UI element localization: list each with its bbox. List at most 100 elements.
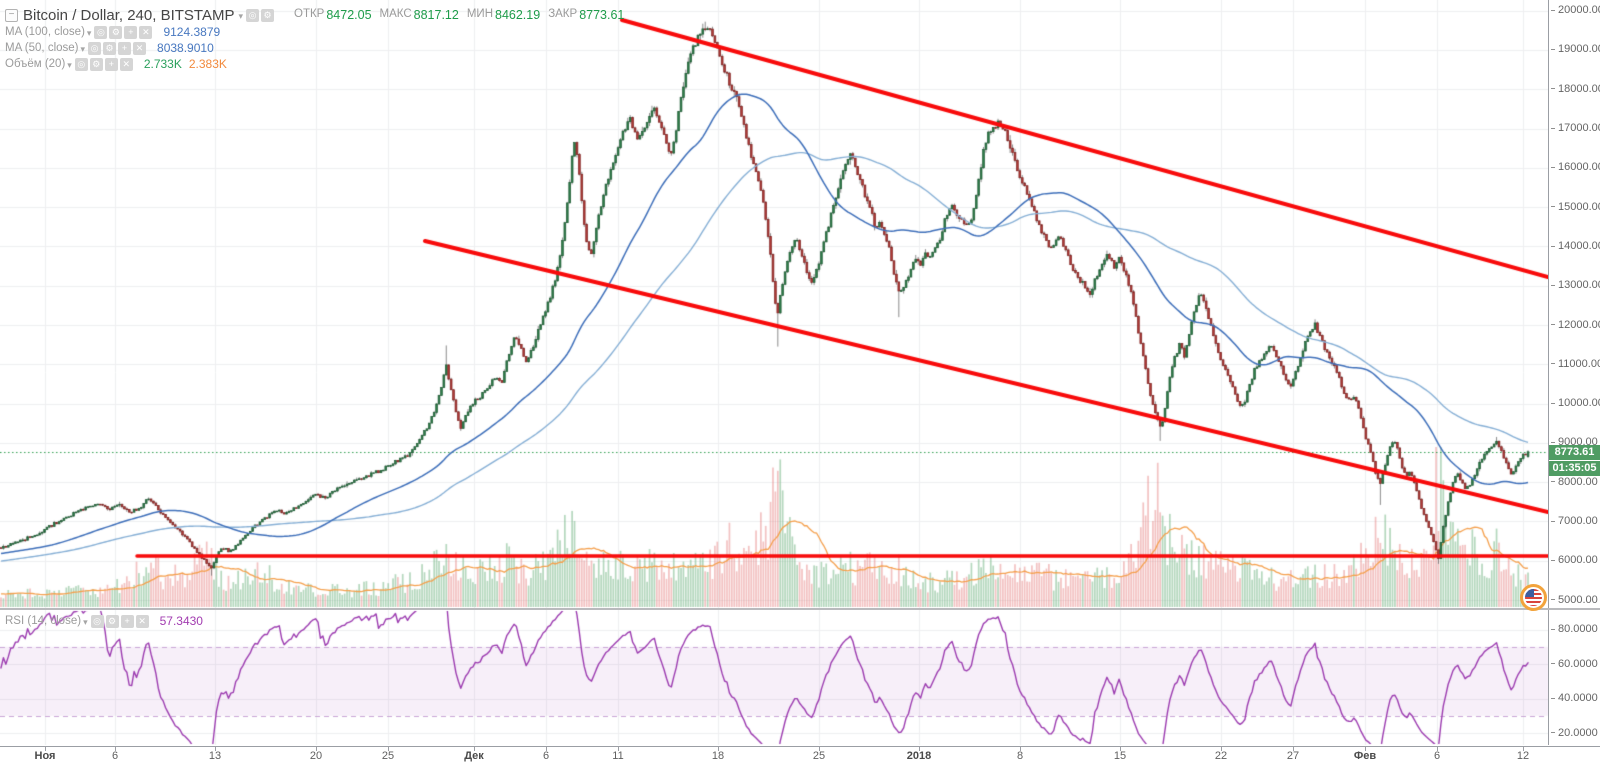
price-axis-border <box>1548 0 1549 745</box>
source-code-icon[interactable]: ◎ <box>88 41 102 55</box>
time-axis-tick <box>388 747 389 751</box>
rsi-axis-label: 60.0000 <box>1551 658 1598 670</box>
source-code-icon[interactable]: ◎ <box>74 57 88 71</box>
close-icon[interactable]: ✕ <box>135 614 149 628</box>
time-axis-tick <box>919 747 920 751</box>
collapse-pane-icon[interactable]: − <box>5 8 18 22</box>
time-axis-label: 22 <box>1214 750 1228 762</box>
chart-plot-area[interactable] <box>0 0 1548 745</box>
price-axis-label: 19000.00 <box>1551 43 1600 55</box>
gear-icon[interactable]: ⚙ <box>103 41 117 55</box>
gear-icon[interactable]: ⚙ <box>89 57 103 71</box>
ma50-label: MA (50, close) <box>5 42 79 54</box>
time-axis-label: 6 <box>111 750 119 762</box>
time-axis-tick <box>1293 747 1294 751</box>
close-label: ЗАКР <box>548 8 578 20</box>
usa-flag-icon <box>1525 589 1542 606</box>
rsi-axis-label: 40.0000 <box>1551 692 1598 704</box>
ma50-value: 8038.9010 <box>157 41 214 55</box>
rsi-label: RSI (14, close) <box>5 615 82 627</box>
chevron-down-icon[interactable]: ▾ <box>86 27 92 38</box>
source-code-icon[interactable]: ◎ <box>90 614 104 628</box>
time-axis-tick <box>618 747 619 751</box>
close-icon[interactable]: ✕ <box>139 25 153 39</box>
price-axis-label: 17000.00 <box>1551 122 1600 134</box>
time-axis-tick <box>1437 747 1438 751</box>
time-axis-label: 18 <box>711 750 725 762</box>
volume-value: 2.733K <box>143 57 182 71</box>
add-icon[interactable]: + <box>118 41 132 55</box>
time-axis-tick <box>316 747 317 751</box>
bar-countdown-badge: 01:35:05 <box>1549 461 1600 477</box>
add-icon[interactable]: + <box>120 614 134 628</box>
gear-icon[interactable]: ⚙ <box>261 8 274 22</box>
close-value: 8773.61 <box>579 8 625 22</box>
time-axis-tick <box>45 747 46 751</box>
price-axis-label: 14000.00 <box>1551 240 1600 252</box>
close-icon[interactable]: ✕ <box>119 57 133 71</box>
time-axis-label: 25 <box>381 750 395 762</box>
ma100-label: MA (100, close) <box>5 26 85 38</box>
price-axis[interactable]: 20000.00 19000.00 18000.00 17000.00 16000.00… <box>1549 0 1600 745</box>
time-axis-label: 25 <box>812 750 826 762</box>
pane-separator[interactable] <box>0 608 1600 610</box>
time-axis-tick <box>1120 747 1121 751</box>
chevron-down-icon[interactable]: ▾ <box>83 616 88 627</box>
volume-label: Объём (20) <box>5 58 66 70</box>
add-icon[interactable]: + <box>104 57 118 71</box>
time-axis-label: 15 <box>1113 750 1127 762</box>
indicator-ma50: MA (50, close) ▾ ◎ ⚙ + ✕ 8038.9010 <box>5 40 214 56</box>
close-icon[interactable]: ✕ <box>133 41 147 55</box>
low-value: 8462.19 <box>495 8 541 22</box>
price-axis-label: 5000.00 <box>1551 594 1598 606</box>
time-axis-tick <box>474 747 475 751</box>
open-label: ОТКР <box>294 8 325 20</box>
price-axis-label: 8000.00 <box>1551 476 1598 488</box>
high-label: МАКС <box>379 8 412 20</box>
time-axis-label: 6 <box>542 750 550 762</box>
time-axis-label: 13 <box>208 750 222 762</box>
rsi-value: 57.3430 <box>159 614 203 628</box>
chevron-down-icon[interactable]: ▾ <box>80 43 86 54</box>
price-axis-label: 16000.00 <box>1551 161 1600 173</box>
price-axis-label: 20000.00 <box>1551 4 1600 16</box>
indicator-ma100: MA (100, close) ▾ ◎ ⚙ + ✕ 9124.3879 <box>5 24 220 40</box>
price-axis-label: 11000.00 <box>1551 358 1600 370</box>
high-value: 8817.12 <box>413 8 459 22</box>
rsi-axis-label: 80.0000 <box>1551 623 1598 635</box>
chevron-down-icon[interactable]: ▾ <box>238 10 243 21</box>
rsi-axis-label: 20.0000 <box>1551 727 1598 739</box>
indicator-volume: Объём (20) ▾ ◎ ⚙ + ✕ 2.733K 2.383K <box>5 56 227 72</box>
time-axis-label: 20 <box>309 750 323 762</box>
flag-avatar-logo[interactable] <box>1520 584 1547 611</box>
ma100-value: 9124.3879 <box>163 25 221 39</box>
symbol-title[interactable]: Bitcoin / Dollar, 240, BITSTAMP <box>23 6 235 24</box>
price-axis-label: 13000.00 <box>1551 279 1600 291</box>
price-axis-label: 12000.00 <box>1551 319 1600 331</box>
gear-icon[interactable]: ⚙ <box>105 614 119 628</box>
source-code-icon[interactable]: ◎ <box>246 8 259 22</box>
gear-icon[interactable]: ⚙ <box>109 25 123 39</box>
chevron-down-icon[interactable]: ▾ <box>67 59 72 70</box>
low-label: МИН <box>466 8 493 20</box>
source-code-icon[interactable]: ◎ <box>94 25 108 39</box>
add-icon[interactable]: + <box>124 25 138 39</box>
time-axis-label: Фев <box>1353 750 1377 762</box>
time-axis-label: 11 <box>612 750 624 762</box>
time-axis-tick <box>1523 747 1524 751</box>
time-axis-tick <box>718 747 719 751</box>
price-axis-label: 10000.00 <box>1551 397 1600 409</box>
price-axis-label: 6000.00 <box>1551 554 1598 566</box>
time-axis-tick <box>1221 747 1222 751</box>
time-axis-tick <box>115 747 116 751</box>
time-axis-label: 27 <box>1286 750 1300 762</box>
price-axis-label: 15000.00 <box>1551 201 1600 213</box>
current-price-badge: 8773.61 <box>1549 444 1600 460</box>
time-axis-label: 2018 <box>906 750 932 762</box>
time-axis[interactable]: Ноя 6 13 20 25 Дек 6 11 18 25 2018 8 15 22 27 Фев 6 12 <box>0 746 1600 764</box>
time-axis-tick <box>1365 747 1366 751</box>
time-axis-label: Ноя <box>34 750 56 762</box>
time-axis-label: 6 <box>1433 750 1441 762</box>
price-axis-label: 18000.00 <box>1551 83 1600 95</box>
